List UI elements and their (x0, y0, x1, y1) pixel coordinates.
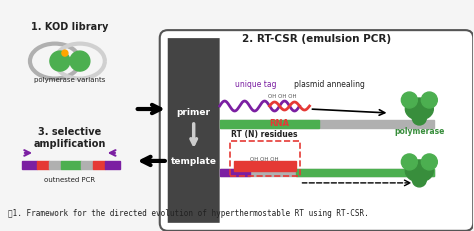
Ellipse shape (405, 99, 433, 121)
FancyBboxPatch shape (168, 39, 219, 223)
Text: plasmid annealing: plasmid annealing (294, 80, 365, 89)
Text: primer: primer (177, 107, 211, 116)
Bar (22, 161, 37, 169)
Bar (219, 121, 434, 128)
Circle shape (62, 51, 68, 57)
Bar (105, 161, 120, 169)
Bar (81, 161, 93, 169)
Text: 1. KOD library: 1. KOD library (31, 22, 109, 32)
Circle shape (421, 93, 438, 109)
Bar (229, 141, 300, 176)
Bar (37, 161, 49, 169)
Bar (234, 161, 295, 171)
Circle shape (50, 52, 70, 72)
Text: OH OH OH: OH OH OH (268, 94, 297, 99)
Text: OH OH OH: OH OH OH (250, 157, 279, 162)
Text: polymerase variants: polymerase variants (34, 77, 106, 83)
Circle shape (401, 93, 417, 109)
Text: polymerase: polymerase (394, 126, 445, 135)
Bar (219, 169, 434, 176)
FancyBboxPatch shape (160, 31, 473, 231)
Text: RNA: RNA (270, 119, 290, 128)
Bar (219, 169, 250, 176)
Bar (295, 169, 434, 176)
Text: unique tag: unique tag (235, 80, 276, 89)
Text: outnested PCR: outnested PCR (45, 176, 95, 182)
Text: 图1. Framework for the directed evolution of hyperthermostable RT using RT-CSR.: 图1. Framework for the directed evolution… (8, 208, 369, 217)
Circle shape (401, 154, 417, 170)
Bar (93, 161, 105, 169)
Text: template: template (171, 157, 217, 166)
Bar (219, 121, 319, 128)
Circle shape (421, 154, 438, 170)
Circle shape (70, 52, 90, 72)
Ellipse shape (405, 160, 433, 182)
Circle shape (412, 112, 426, 125)
Circle shape (412, 173, 426, 187)
Bar (49, 161, 61, 169)
Text: RT (N) residues: RT (N) residues (231, 129, 298, 138)
Text: 3. selective
amplification: 3. selective amplification (34, 126, 106, 148)
Bar (61, 161, 81, 169)
Text: 2. RT-CSR (emulsion PCR): 2. RT-CSR (emulsion PCR) (242, 34, 391, 44)
